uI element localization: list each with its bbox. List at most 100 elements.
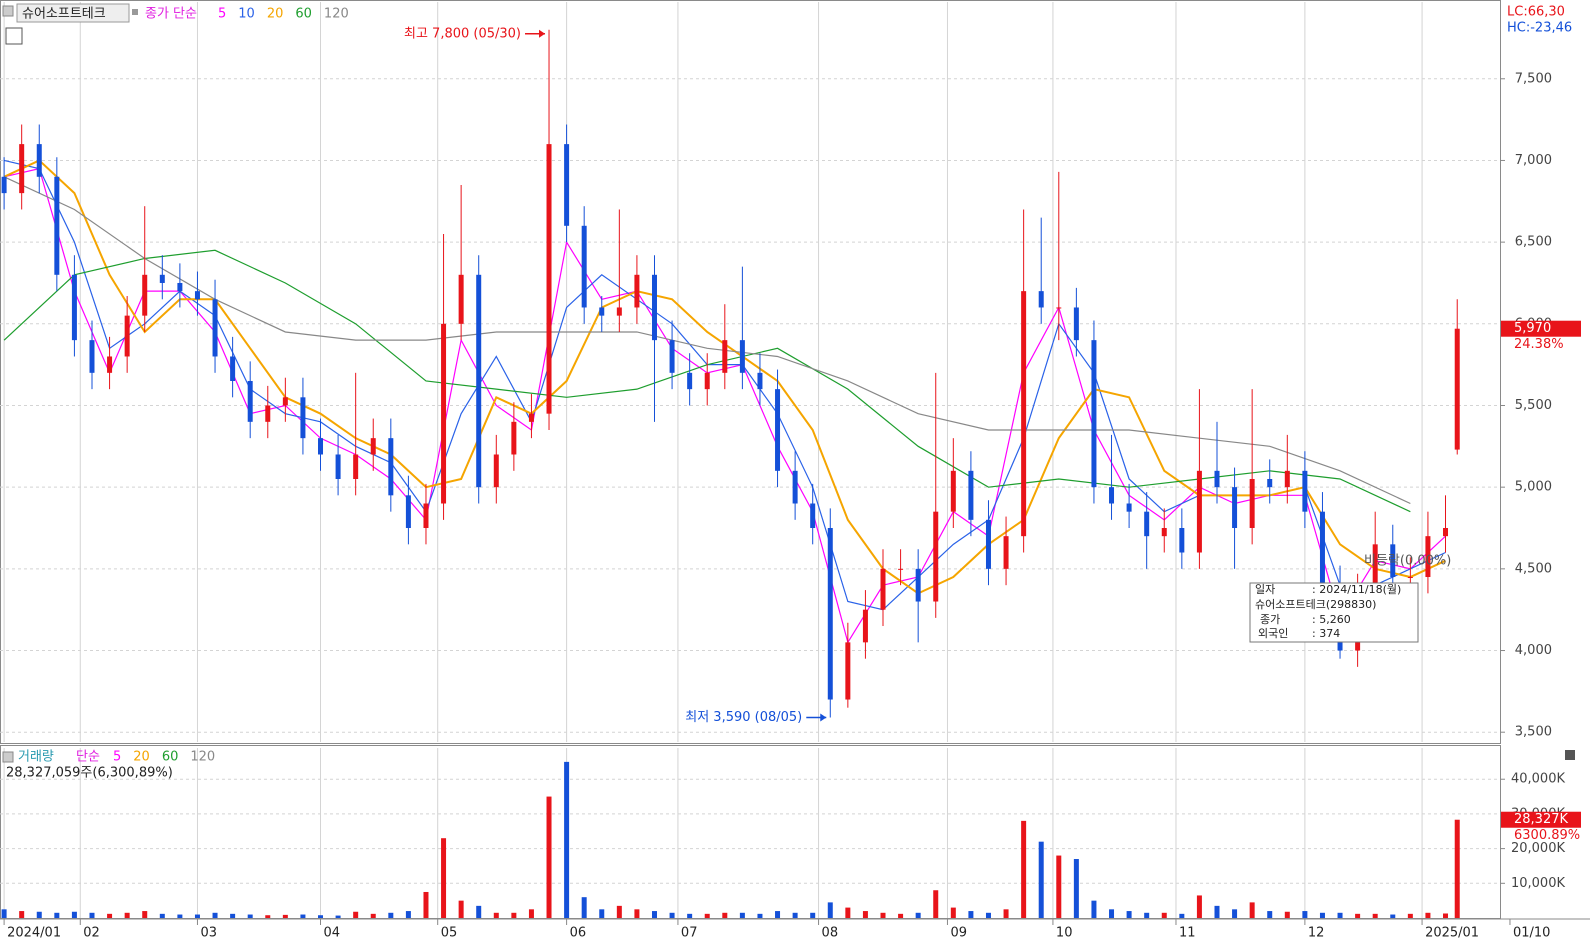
last-volume-change: 6300.89%	[1514, 828, 1580, 843]
tooltip-key: 일자	[1255, 582, 1275, 596]
candle-body	[1056, 307, 1062, 309]
candle-body	[1196, 470, 1202, 553]
volume-bar	[862, 911, 868, 918]
candle-body	[19, 144, 25, 194]
volume-bar	[845, 907, 851, 918]
volume-bar	[651, 911, 657, 918]
candle-body	[1319, 511, 1325, 586]
candle-body	[915, 568, 921, 602]
candle-body	[1267, 478, 1273, 488]
legend-icon[interactable]	[2, 5, 14, 17]
volume-bar	[247, 914, 253, 918]
candle-body	[1249, 478, 1255, 529]
x-tick-label: 06	[570, 926, 587, 941]
volume-bar	[950, 907, 956, 918]
candle-body	[1214, 470, 1220, 488]
volume-bar	[898, 913, 904, 918]
x-tick-label: 03	[200, 926, 217, 941]
volume-bar	[423, 891, 429, 918]
volume-bar	[493, 912, 499, 918]
volume-bar	[36, 911, 42, 918]
candle-body	[775, 389, 781, 471]
legend-icon[interactable]	[2, 751, 14, 763]
price-pane	[0, 0, 1501, 744]
candle-body	[458, 274, 464, 324]
volume-bar	[19, 911, 25, 918]
candle-body	[107, 356, 113, 373]
candle-body	[265, 405, 271, 422]
candle-body	[476, 274, 482, 488]
y-tick-label: 20,000K	[1511, 841, 1565, 856]
volume-bar	[1284, 911, 1290, 918]
x-tick-label: 01/10	[1513, 926, 1550, 941]
candle-body	[1232, 487, 1238, 529]
tooltip-value: : 5,260	[1312, 613, 1351, 626]
x-tick-label: 2024/01	[7, 926, 61, 941]
title: 슈어소프트테크	[22, 7, 106, 22]
title-box[interactable]	[16, 3, 130, 23]
candle-body	[247, 380, 253, 422]
volume-bar	[265, 915, 271, 918]
volume-bar	[370, 913, 376, 918]
legend-entry: 5	[218, 7, 226, 22]
volume-bar	[546, 796, 552, 918]
volume-bar	[827, 902, 833, 918]
volume-bar	[810, 912, 816, 918]
y-tick-label: 3,500	[1515, 725, 1552, 740]
volume-bar	[616, 905, 622, 918]
candle-body	[1073, 307, 1079, 341]
candle-body	[1038, 291, 1044, 308]
candle-body	[300, 397, 306, 439]
table-icon[interactable]	[5, 27, 23, 45]
candle-body	[1454, 328, 1460, 450]
legend-entry: 20	[133, 750, 150, 765]
last-volume-marker	[1501, 811, 1581, 828]
candle-body	[880, 568, 886, 610]
volume-bar	[528, 909, 534, 918]
volume-bar	[282, 914, 288, 918]
grid: 2024/01 02 03 04 05 06 07 08 09 10 11 12 2025/01 01/1…	[0, 2, 1565, 941]
candle-body	[1284, 470, 1290, 488]
volume-summary: 28,327,059주(6,300,89%)	[6, 766, 173, 781]
volume-bar	[1091, 900, 1097, 918]
candle-body	[423, 503, 429, 529]
last-close-label: 5,970	[1514, 321, 1551, 336]
legend-entry: 10	[238, 7, 255, 22]
legend-entry: 20	[267, 7, 284, 22]
high-arrow-head	[539, 29, 546, 38]
volume-bar	[441, 838, 447, 918]
ma-label: 종가 단순	[145, 7, 197, 22]
y-tick-label: 7,500	[1515, 71, 1552, 86]
volume-bar	[739, 912, 745, 918]
candle-body	[546, 144, 552, 414]
volume-bar	[300, 914, 306, 918]
volume-bar	[1454, 819, 1460, 918]
candle-body	[36, 144, 42, 177]
close-button[interactable]	[1565, 750, 1575, 760]
volume-bar	[1056, 855, 1062, 918]
volume-bar	[1214, 905, 1220, 918]
volume-bar	[1390, 914, 1396, 918]
volume-bar	[1003, 909, 1009, 918]
candle-body	[1390, 544, 1396, 578]
candle-body	[1425, 536, 1431, 578]
candle-body	[722, 340, 728, 373]
y-tick-label: 10,000K	[1511, 876, 1565, 891]
volume-bar	[1161, 912, 1167, 918]
candle-body	[616, 307, 622, 316]
candle-body	[335, 454, 341, 479]
x-tick-label: 07	[681, 926, 698, 941]
candle-body	[194, 291, 200, 300]
candle-body	[1443, 528, 1449, 537]
volume-bar	[968, 911, 974, 918]
volume-bar	[1319, 912, 1325, 918]
y-tick-label: 5,000	[1515, 480, 1552, 495]
candle-body	[493, 454, 499, 488]
candle-body	[581, 225, 587, 308]
last-close-marker	[1501, 320, 1581, 337]
y-tick-label: 4,000	[1515, 643, 1552, 658]
candle-body	[898, 568, 904, 570]
legend-dot	[132, 9, 138, 15]
volume-title: 거래량	[18, 750, 54, 765]
